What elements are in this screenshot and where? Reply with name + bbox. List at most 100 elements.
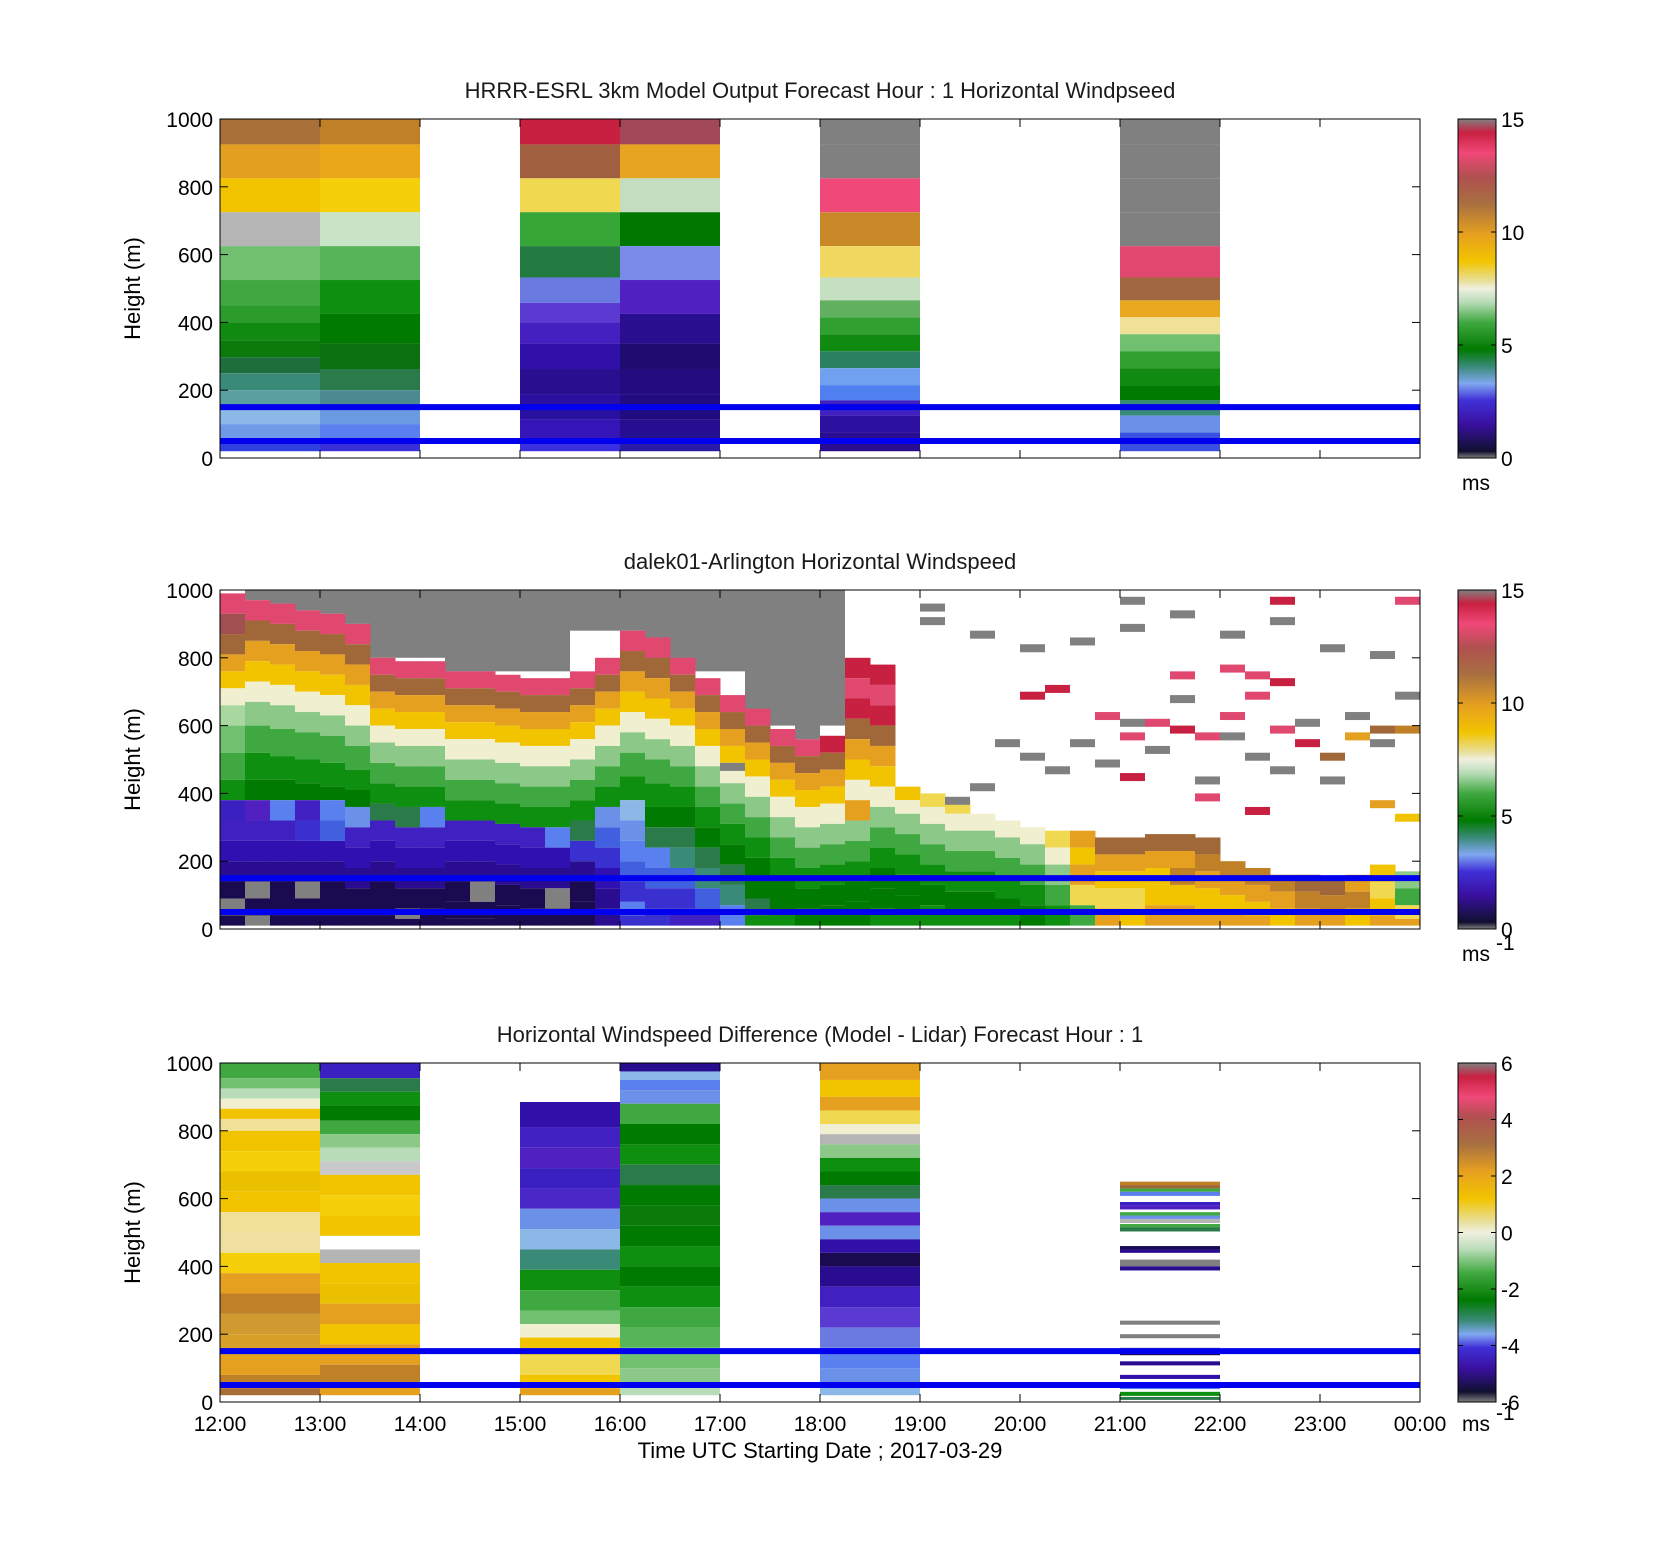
heatmap-cell xyxy=(620,651,646,672)
heatmap-cell xyxy=(545,766,571,787)
heatmap-cell xyxy=(520,1269,620,1291)
heatmap-cell xyxy=(570,739,596,760)
heatmap-cell xyxy=(270,820,296,841)
heatmap-cell xyxy=(495,823,521,845)
heatmap-cell xyxy=(895,800,921,814)
heatmap-cell xyxy=(845,779,871,801)
heatmap-cell xyxy=(620,1103,720,1125)
heatmap-cell xyxy=(1120,888,1146,909)
heatmap-cell xyxy=(820,1266,920,1287)
heatmap-cell xyxy=(595,806,621,828)
heatmap-cell xyxy=(445,705,471,723)
heatmap-cell xyxy=(1295,739,1320,748)
heatmap-cell xyxy=(1320,752,1345,761)
heatmap-cell xyxy=(295,759,321,784)
heatmap-cell xyxy=(420,888,446,909)
x-tick-label: 13:00 xyxy=(294,1413,347,1436)
heatmap-cell xyxy=(820,1110,920,1125)
heatmap-cell xyxy=(520,786,546,807)
heatmap-cell xyxy=(445,820,471,841)
missing-cell xyxy=(295,590,320,611)
x-tick-label: 20:00 xyxy=(994,1413,1047,1436)
heatmap-cell xyxy=(420,745,446,767)
heatmap-cell xyxy=(1120,1320,1220,1325)
heatmap-cell xyxy=(1245,915,1271,926)
heatmap-cell xyxy=(1120,1396,1220,1400)
heatmap-cell xyxy=(995,837,1021,858)
chart-title: HRRR-ESRL 3km Model Output Forecast Hour… xyxy=(465,78,1176,103)
heatmap-cell xyxy=(320,178,420,213)
heatmap-cell xyxy=(820,119,920,145)
heatmap-cell xyxy=(445,918,471,926)
heatmap-cell xyxy=(945,830,971,852)
y-tick-label: 200 xyxy=(178,380,213,403)
heatmap-cell xyxy=(245,752,271,780)
y-tick-label: 400 xyxy=(178,783,213,806)
heatmap-cell xyxy=(620,1164,720,1186)
heatmap-cell xyxy=(745,725,771,743)
heatmap-cell xyxy=(770,796,796,818)
heatmap-cell xyxy=(995,915,1021,926)
heatmap-cell xyxy=(1370,725,1395,734)
colorbar-tick-label: 0 xyxy=(1501,919,1513,942)
heatmap-cell xyxy=(520,728,546,746)
heatmap-cell xyxy=(1320,644,1345,653)
heatmap-cell xyxy=(220,820,246,841)
heatmap-cell xyxy=(520,827,546,848)
heatmap-cell xyxy=(220,1252,320,1274)
heatmap-cell xyxy=(870,705,896,726)
heatmap-cell xyxy=(795,773,821,791)
heatmap-cell xyxy=(720,762,745,771)
heatmap-cell xyxy=(1170,725,1195,734)
heatmap-cell xyxy=(845,718,871,740)
heatmap-cell xyxy=(220,322,320,341)
heatmap-cell xyxy=(395,661,421,679)
heatmap-cell xyxy=(295,651,321,672)
heatmap-cell xyxy=(1120,1361,1220,1366)
heatmap-cell xyxy=(620,800,646,821)
heatmap-cell xyxy=(420,786,446,807)
heatmap-cell xyxy=(1170,834,1196,852)
heatmap-cell xyxy=(595,847,621,868)
y-tick-label: 800 xyxy=(178,177,213,200)
heatmap-cell xyxy=(520,745,546,767)
heatmap-cell xyxy=(770,837,796,858)
x-tick-label: 14:00 xyxy=(394,1413,447,1436)
heatmap-cell xyxy=(320,343,420,370)
heatmap-cell xyxy=(470,820,496,841)
heatmap-cell xyxy=(220,593,246,614)
heatmap-cell xyxy=(670,674,696,692)
heatmap-cell xyxy=(320,1091,420,1106)
heatmap-cell xyxy=(820,735,846,753)
heatmap-cell xyxy=(1120,718,1145,727)
y-tick-label: 200 xyxy=(178,851,213,874)
heatmap-cell xyxy=(1195,776,1220,785)
missing-cell xyxy=(370,590,445,658)
heatmap-cell xyxy=(420,766,446,787)
heatmap-cell xyxy=(820,1185,920,1199)
heatmap-cell xyxy=(545,888,571,909)
heatmap-cell xyxy=(1070,847,1096,865)
heatmap-cell xyxy=(1370,881,1396,899)
x-axis-label: Time UTC Starting Date ; 2017-03-29 xyxy=(638,1438,1003,1463)
heatmap-cell xyxy=(695,806,721,828)
heatmap-cell xyxy=(495,762,521,784)
heatmap-cell xyxy=(370,708,396,726)
heatmap-cell xyxy=(320,212,420,247)
heatmap-cell xyxy=(320,1235,420,1250)
heatmap-cell xyxy=(495,864,521,885)
heatmap-cell xyxy=(570,759,596,780)
heatmap-cell xyxy=(1345,732,1370,741)
missing-cell xyxy=(245,590,270,601)
heatmap-cell xyxy=(920,864,946,885)
heatmap-cell xyxy=(245,600,271,621)
heatmap-cell xyxy=(995,857,1021,879)
heatmap-cell xyxy=(970,783,995,792)
heatmap-cell xyxy=(395,888,421,909)
heatmap-cell xyxy=(320,1120,420,1135)
heatmap-cell xyxy=(320,1283,420,1304)
heatmap-cell xyxy=(845,881,871,902)
colorbar xyxy=(1457,1062,1497,1403)
heatmap-cell xyxy=(320,634,346,655)
heatmap-cell xyxy=(620,1185,720,1206)
